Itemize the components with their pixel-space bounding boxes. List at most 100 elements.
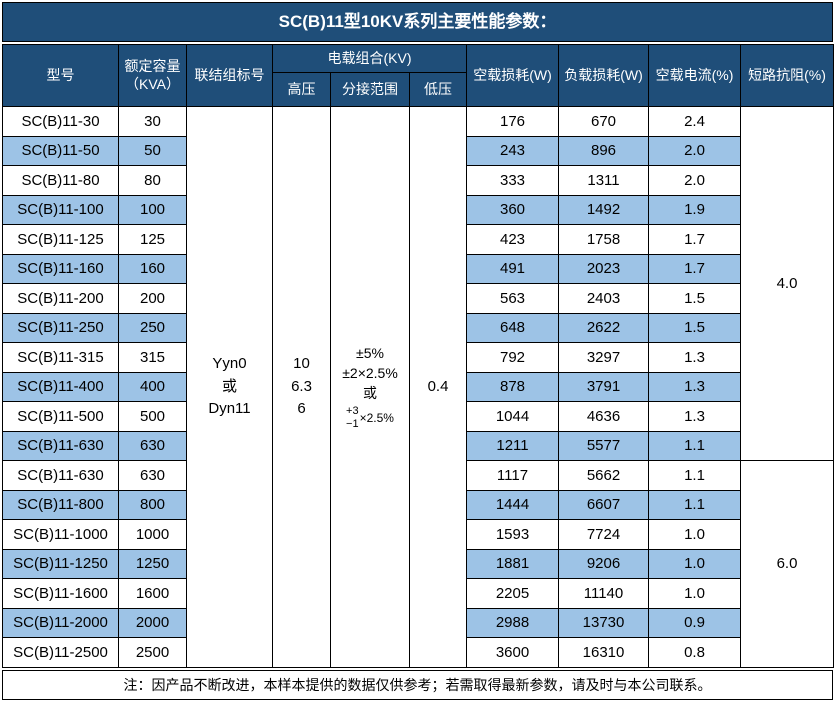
col-header-no-load-current: 空载电流(%) <box>648 44 741 107</box>
load-loss-cell: 9206 <box>558 548 649 579</box>
load-loss-cell: 5662 <box>558 460 649 491</box>
model-cell: SC(B)11-125 <box>2 224 119 255</box>
col-header-voltage-group: 电载组合(KV) <box>272 44 467 73</box>
table-row: SC(B)11-2000 2000 2988 13730 0.9 <box>2 607 834 638</box>
col-header-impedance: 短路抗阻(%) <box>740 44 834 107</box>
no-load-loss-cell: 1881 <box>466 548 559 579</box>
capacity-cell: 125 <box>118 224 187 255</box>
model-cell: SC(B)11-1250 <box>2 548 119 579</box>
table-row: SC(B)11-1600 1600 2205 11140 1.0 <box>2 578 834 609</box>
load-loss-cell: 3791 <box>558 371 649 402</box>
no-load-loss-cell: 792 <box>466 342 559 373</box>
load-loss-cell: 2403 <box>558 283 649 314</box>
no-load-current-cell: 0.9 <box>648 607 741 638</box>
load-loss-cell: 670 <box>558 106 649 137</box>
no-load-current-cell: 1.7 <box>648 224 741 255</box>
table-row: SC(B)11-30 30 Yyn0 或 Dyn11 10 6.3 6 ±5% ±2×2.… <box>2 106 834 668</box>
model-cell: SC(B)11-800 <box>2 489 119 520</box>
header-row-1: 型号 额定容量 （KVA） 联结组标号 电载组合(KV) 空载损耗(W) 负载损… <box>2 44 834 107</box>
load-loss-cell: 13730 <box>558 607 649 638</box>
lv-cell: 0.4 <box>409 106 467 668</box>
no-load-loss-cell: 648 <box>466 312 559 343</box>
model-cell: SC(B)11-630 <box>2 430 119 461</box>
capacity-cell: 630 <box>118 460 187 491</box>
col-header-no-load-loss: 空载损耗(W) <box>466 44 559 107</box>
capacity-cell: 80 <box>118 165 187 196</box>
no-load-current-cell: 1.5 <box>648 283 741 314</box>
capacity-cell: 1250 <box>118 548 187 579</box>
connection-cell: Yyn0 或 Dyn11 <box>186 106 273 668</box>
capacity-cell: 30 <box>118 106 187 137</box>
model-cell: SC(B)11-200 <box>2 283 119 314</box>
table-row: SC(B)11-80 80 333 1311 2.0 <box>2 165 834 196</box>
col-header-tap-range: 分接范围 <box>330 72 410 107</box>
model-cell: SC(B)11-400 <box>2 371 119 402</box>
col-header-lv: 低压 <box>409 72 467 107</box>
no-load-loss-cell: 878 <box>466 371 559 402</box>
model-cell: SC(B)11-50 <box>2 135 119 166</box>
no-load-current-cell: 1.0 <box>648 519 741 550</box>
no-load-current-cell: 1.0 <box>648 548 741 579</box>
model-cell: SC(B)11-30 <box>2 106 119 137</box>
no-load-loss-cell: 1444 <box>466 489 559 520</box>
no-load-current-cell: 1.0 <box>648 578 741 609</box>
capacity-cell: 1600 <box>118 578 187 609</box>
load-loss-cell: 4636 <box>558 401 649 432</box>
header-row-2: 高压 分接范围 低压 <box>3 72 834 107</box>
table-row: SC(B)11-400 400 878 3791 1.3 <box>2 371 834 402</box>
no-load-current-cell: 1.1 <box>648 430 741 461</box>
load-loss-cell: 7724 <box>558 519 649 550</box>
no-load-current-cell: 1.5 <box>648 312 741 343</box>
load-loss-cell: 896 <box>558 135 649 166</box>
impedance-cell: 4.0 <box>740 106 834 461</box>
no-load-loss-cell: 423 <box>466 224 559 255</box>
load-loss-cell: 6607 <box>558 489 649 520</box>
tap-range-cell: ±5% ±2×2.5% 或 +3 −1 ×2.5% <box>330 106 410 668</box>
no-load-loss-cell: 3600 <box>466 637 559 668</box>
table-row: SC(B)11-250 250 648 2622 1.5 <box>2 312 834 343</box>
no-load-current-cell: 1.3 <box>648 371 741 402</box>
load-loss-cell: 2023 <box>558 253 649 284</box>
spec-table: 型号 额定容量 （KVA） 联结组标号 电载组合(KV) 空载损耗(W) 负载损… <box>2 44 834 668</box>
model-cell: SC(B)11-100 <box>2 194 119 225</box>
model-cell: SC(B)11-630 <box>2 460 119 491</box>
table-row: SC(B)11-630 630 1117 5662 1.1 6.0 <box>2 460 834 668</box>
capacity-cell: 315 <box>118 342 187 373</box>
no-load-loss-cell: 491 <box>466 253 559 284</box>
no-load-loss-cell: 1117 <box>466 460 559 491</box>
table-row: SC(B)11-100 100 360 1492 1.9 <box>2 194 834 225</box>
load-loss-cell: 3297 <box>558 342 649 373</box>
model-cell: SC(B)11-315 <box>2 342 119 373</box>
no-load-current-cell: 2.0 <box>648 165 741 196</box>
table-row: SC(B)11-500 500 1044 4636 1.3 <box>2 401 834 432</box>
model-cell: SC(B)11-80 <box>2 165 119 196</box>
hv-cell: 10 6.3 6 <box>272 106 331 668</box>
capacity-cell: 630 <box>118 430 187 461</box>
table-row: SC(B)11-1250 1250 1881 9206 1.0 <box>2 548 834 579</box>
load-loss-cell: 1758 <box>558 224 649 255</box>
capacity-cell: 2500 <box>118 637 187 668</box>
capacity-cell: 500 <box>118 401 187 432</box>
load-loss-cell: 5577 <box>558 430 649 461</box>
no-load-loss-cell: 243 <box>466 135 559 166</box>
no-load-current-cell: 0.8 <box>648 637 741 668</box>
table-row: SC(B)11-2500 2500 3600 16310 0.8 <box>2 637 834 668</box>
capacity-cell: 1000 <box>118 519 187 550</box>
no-load-loss-cell: 1211 <box>466 430 559 461</box>
col-header-model: 型号 <box>2 44 119 107</box>
page-title: SC(B)11型10KV系列主要性能参数： <box>2 2 833 42</box>
spec-table-body: SC(B)11-30 30 Yyn0 或 Dyn11 10 6.3 6 ±5% ±2×2.… <box>2 106 834 668</box>
capacity-cell: 100 <box>118 194 187 225</box>
no-load-loss-cell: 1044 <box>466 401 559 432</box>
capacity-cell: 250 <box>118 312 187 343</box>
table-row: SC(B)11-630 630 1211 5577 1.1 <box>2 430 834 461</box>
table-row: SC(B)11-1000 1000 1593 7724 1.0 <box>2 519 834 550</box>
tap-fraction: +3 −1 ×2.5% <box>346 404 394 430</box>
col-header-load-loss: 负载损耗(W) <box>558 44 649 107</box>
load-loss-cell: 16310 <box>558 637 649 668</box>
no-load-current-cell: 1.9 <box>648 194 741 225</box>
col-header-hv: 高压 <box>272 72 331 107</box>
model-cell: SC(B)11-160 <box>2 253 119 284</box>
footer-note: 注：因产品不断改进，本样本提供的数据仅供参考；若需取得最新参数，请及时与本公司联… <box>2 669 833 700</box>
